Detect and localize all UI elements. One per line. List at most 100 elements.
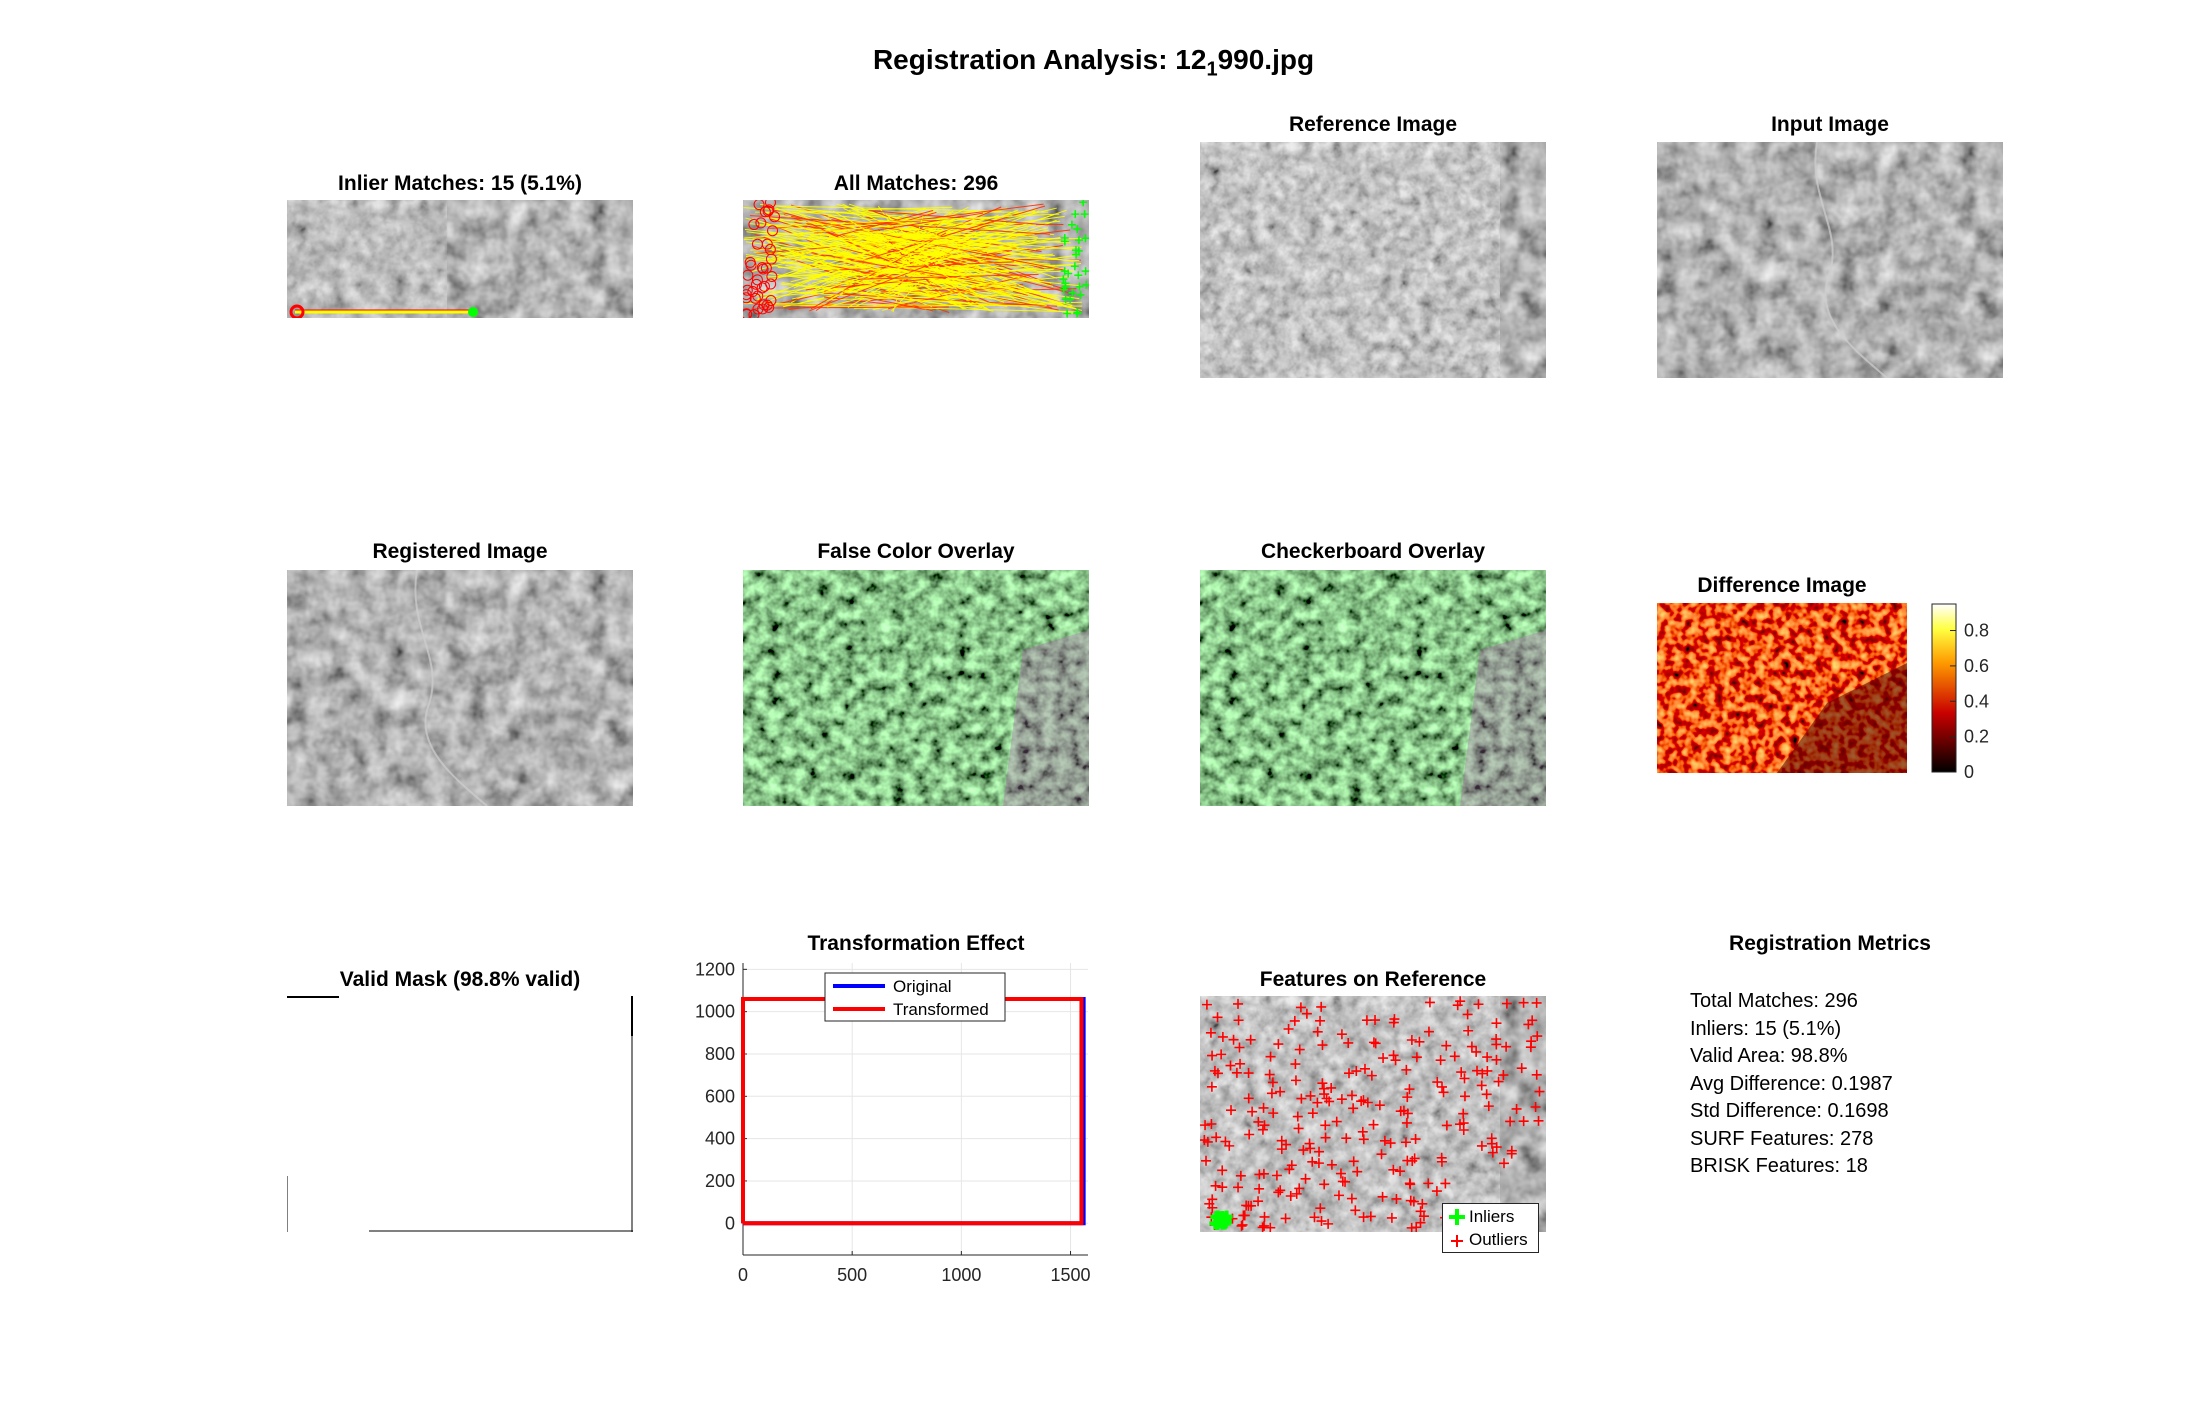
outlier-marker	[1350, 1205, 1361, 1216]
outlier-marker	[1388, 1164, 1399, 1175]
outlier-marker	[1304, 1138, 1315, 1149]
y-tick-label: 600	[705, 1086, 735, 1106]
match-point-ref	[752, 303, 764, 315]
outlier-marker	[1370, 1015, 1381, 1026]
outlier-marker	[1280, 1213, 1291, 1224]
outlier-marker	[1459, 1091, 1470, 1102]
outlier-marker	[1259, 1120, 1270, 1131]
outlier-marker	[1368, 1119, 1379, 1130]
match-line	[858, 273, 1039, 280]
outlier-marker	[1386, 1212, 1397, 1223]
match-line	[869, 212, 984, 233]
outlier-marker	[1459, 1073, 1470, 1084]
outlier-marker	[1401, 1064, 1412, 1075]
transformation-effect-title: Transformation Effect	[807, 932, 1025, 955]
outlier-marker	[1374, 1100, 1385, 1111]
outlier-marker	[1235, 1058, 1246, 1069]
outlier-marker	[1437, 1081, 1448, 1092]
outlier-marker	[1351, 1066, 1362, 1077]
metric-brisk-features: BRISK Features: 18	[1690, 1155, 1868, 1177]
outlier-marker	[1301, 1008, 1312, 1019]
outlier-marker	[1293, 1123, 1304, 1134]
match-line	[878, 231, 1075, 250]
outlier-marker	[1516, 1063, 1527, 1074]
outlier-marker	[1438, 1087, 1449, 1098]
outlier-marker	[1226, 1105, 1237, 1116]
metric-inliers: Inliers: 15 (5.1%)	[1690, 1017, 1842, 1040]
y-tick-label: 200	[705, 1171, 735, 1191]
match-point-input	[1070, 262, 1079, 271]
metric-avg-difference: Avg Difference: 0.1987	[1690, 1072, 1893, 1095]
outlier-marker	[1337, 1176, 1348, 1187]
match-point-ref	[751, 238, 763, 250]
outlier-marker	[1309, 1212, 1320, 1223]
metric-total-matches: Total Matches: 296	[1690, 990, 1858, 1012]
match-point-input	[1064, 269, 1073, 278]
outlier-marker	[1243, 1068, 1254, 1079]
match-line	[879, 269, 989, 297]
match-point-input	[1082, 280, 1089, 289]
outlier-marker	[1505, 1116, 1516, 1127]
registration-metrics-title: Registration Metrics	[1729, 932, 1931, 955]
outlier-marker	[1376, 1149, 1387, 1160]
outlier-marker	[1348, 1156, 1359, 1167]
inlier-matches-title: Inlier Matches: 15 (5.1%)	[338, 172, 582, 195]
outlier-marker	[1258, 1168, 1269, 1179]
match-point-input	[1063, 309, 1072, 318]
outlier-marker	[1471, 1046, 1482, 1057]
outlier-marker	[1315, 1015, 1326, 1026]
outlier-marker	[1294, 1044, 1305, 1055]
outlier-marker	[1530, 1102, 1541, 1113]
colorbar-tick-label: 0.6	[1964, 656, 1989, 676]
outlier-marker	[1305, 1090, 1316, 1101]
outlier-marker	[1336, 1029, 1347, 1040]
match-point-input	[1081, 234, 1089, 243]
outlier-marker	[1286, 1160, 1297, 1171]
outlier-marker	[1320, 1120, 1331, 1131]
metric-std-difference: Std Difference: 0.1698	[1690, 1100, 1889, 1122]
outlier-marker	[1216, 1049, 1227, 1060]
match-line	[823, 292, 1058, 307]
outlier-marker	[1424, 997, 1435, 1008]
outlier-marker	[1523, 1019, 1534, 1030]
match-point-input	[1059, 275, 1068, 284]
outlier-marker	[1314, 1146, 1325, 1157]
outlier-marker	[1482, 1052, 1493, 1063]
outlier-marker	[1307, 1156, 1318, 1167]
match-point-input	[1079, 200, 1088, 207]
outlier-marker	[1431, 1186, 1442, 1197]
outlier-marker	[1362, 1097, 1373, 1108]
match-line	[870, 235, 1045, 259]
match-line	[832, 210, 979, 295]
match-point-ref	[767, 225, 779, 237]
outlier-marker	[1266, 1088, 1277, 1099]
outlier-marker	[1267, 1077, 1278, 1088]
features-on-reference-image	[1200, 996, 1546, 1232]
match-point-input	[1076, 290, 1085, 299]
y-tick-label: 800	[705, 1044, 735, 1064]
outlier-marker	[1217, 1182, 1228, 1193]
match-line	[849, 206, 953, 211]
match-point-input	[1074, 271, 1083, 280]
outlier-marker	[1511, 1103, 1522, 1114]
match-line	[842, 292, 925, 310]
outlier-marker	[1436, 1152, 1447, 1163]
outlier-marker	[1346, 1090, 1357, 1101]
colorbar-tick-label: 0.4	[1964, 691, 1989, 711]
checkerboard-overlay-title: Checkerboard Overlay	[1260, 540, 1486, 563]
outlier-marker	[1377, 1191, 1388, 1202]
outlier-marker	[1476, 1080, 1487, 1091]
outlier-marker	[1275, 1185, 1286, 1196]
match-point-input	[1071, 246, 1080, 255]
match-line	[849, 232, 1068, 308]
reference-image	[1200, 142, 1546, 378]
outlier-marker	[1217, 1165, 1228, 1176]
outlier-marker	[1415, 1206, 1426, 1217]
match-line	[745, 217, 1057, 298]
outlier-marker	[1298, 1145, 1309, 1156]
outlier-marker	[1366, 1070, 1377, 1081]
outlier-marker	[1300, 1173, 1311, 1184]
outlier-marker	[1481, 1089, 1492, 1100]
match-point-input	[1071, 210, 1080, 219]
features-on-reference-title: Features on Reference	[1259, 968, 1487, 991]
